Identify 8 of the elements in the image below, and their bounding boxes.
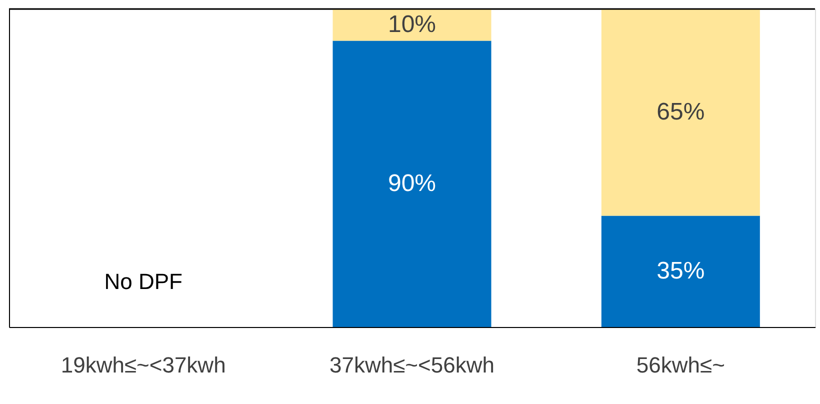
annotation: No DPF [104, 269, 182, 294]
data-label: 35% [656, 257, 705, 284]
data-label: 90% [388, 170, 436, 197]
data-label: 10% [388, 10, 436, 38]
x-tick-label: 37kwh≤~<56kwh [330, 352, 494, 378]
data-label: 65% [656, 98, 705, 126]
x-tick-label: 56kwh≤~ [636, 352, 725, 378]
x-tick-label: 19kwh≤~<37kwh [60, 352, 226, 378]
